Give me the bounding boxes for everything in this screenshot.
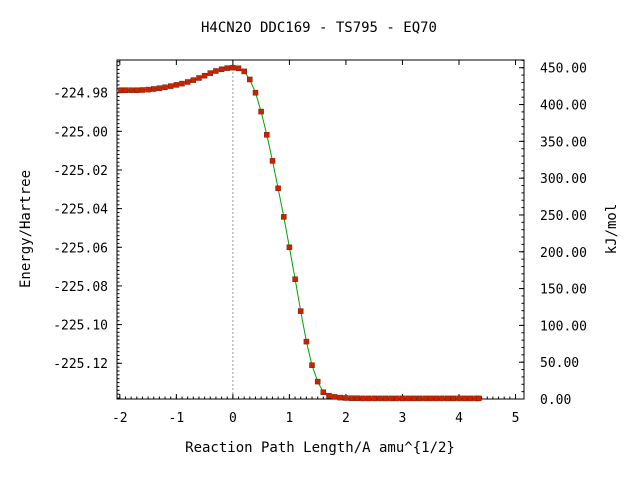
y2-tick-label: 200.00 xyxy=(540,246,587,261)
y2-tick-label: 250.00 xyxy=(540,209,587,224)
data-point xyxy=(196,75,202,81)
data-point xyxy=(411,395,417,402)
data-point xyxy=(230,64,236,71)
data-point xyxy=(467,395,474,402)
data-point xyxy=(326,392,332,399)
data-point xyxy=(348,395,355,401)
y2-axis-label: kJ/mol xyxy=(604,204,620,255)
y2-tick-label: 100.00 xyxy=(540,319,587,334)
data-point xyxy=(433,395,440,402)
data-point xyxy=(439,395,445,402)
data-point xyxy=(297,308,304,314)
y2-tick-label: 50.00 xyxy=(540,356,579,371)
data-point xyxy=(150,86,157,92)
data-point xyxy=(281,214,287,220)
y-tick-label: -225.12 xyxy=(53,357,108,372)
x-tick-label: 1 xyxy=(285,411,293,426)
data-point xyxy=(213,68,219,74)
data-point xyxy=(309,362,315,368)
data-point xyxy=(320,389,327,395)
data-point xyxy=(128,87,134,93)
data-point xyxy=(247,76,253,83)
data-point xyxy=(422,395,428,402)
y2-tick-label: 450.00 xyxy=(540,62,587,77)
data-point xyxy=(303,338,310,345)
data-point xyxy=(394,395,400,402)
data-point xyxy=(184,79,191,85)
data-point xyxy=(275,185,281,192)
data-point xyxy=(252,89,259,96)
data-point xyxy=(360,395,366,402)
data-point xyxy=(456,395,462,402)
data-point xyxy=(343,395,349,401)
data-point xyxy=(190,77,197,83)
energy-series-line xyxy=(121,67,479,399)
data-point xyxy=(173,82,180,88)
data-point xyxy=(264,132,270,138)
y-tick-label: -225.04 xyxy=(53,203,108,218)
x-tick-label: 5 xyxy=(512,411,520,426)
data-point xyxy=(286,244,293,251)
data-point xyxy=(235,65,242,72)
x-axis-label: Reaction Path Length/A amu^{1/2} xyxy=(185,440,455,456)
y-tick-label: -224.98 xyxy=(53,87,108,102)
data-point xyxy=(365,395,372,402)
y-tick-label: -225.10 xyxy=(53,319,108,334)
data-point xyxy=(388,395,394,402)
x-tick-label: 0 xyxy=(229,411,237,426)
data-point xyxy=(241,68,247,75)
data-point xyxy=(331,394,338,400)
chart-title: H4CN2O DDC169 - TS795 - EQ70 xyxy=(201,20,437,36)
data-point xyxy=(399,395,406,402)
y2-tick-label: 0.00 xyxy=(540,393,571,408)
data-point xyxy=(167,83,174,89)
data-point xyxy=(201,72,208,79)
data-point xyxy=(371,395,377,402)
y-tick-label: -225.00 xyxy=(53,125,108,140)
data-point xyxy=(258,108,264,115)
data-point xyxy=(269,158,276,164)
data-point xyxy=(427,395,434,402)
data-point xyxy=(134,87,140,93)
data-point xyxy=(416,395,423,402)
x-tick-label: 3 xyxy=(399,411,407,426)
y-tick-label: -225.08 xyxy=(53,280,108,295)
y-tick-label: -225.06 xyxy=(53,241,108,256)
y-axis-label: Energy/Hartree xyxy=(18,170,34,288)
x-tick-label: 4 xyxy=(455,411,463,426)
axes: -2 -1 0 1 2 3 4 5 -224.98 -225.00 -225.02 -225.04 -2… xyxy=(53,59,587,426)
data-point xyxy=(162,84,168,91)
y2-tick-label: 150.00 xyxy=(540,283,587,298)
y2-tick-label: 400.00 xyxy=(540,99,587,114)
data-point xyxy=(122,87,129,93)
data-point xyxy=(156,85,163,91)
x-tick-label: -1 xyxy=(169,411,185,426)
y-tick-label: -225.02 xyxy=(53,164,108,179)
data-point xyxy=(354,395,360,401)
data-point xyxy=(139,87,146,93)
data-point xyxy=(218,66,225,73)
y2-tick-label: 300.00 xyxy=(540,172,587,187)
data-point xyxy=(314,378,321,385)
data-point xyxy=(207,70,214,76)
data-point xyxy=(224,65,230,71)
plot-frame xyxy=(116,59,525,400)
data-point xyxy=(476,395,482,402)
x-tick-label: 2 xyxy=(342,411,350,426)
y2-tick-label: 350.00 xyxy=(540,135,587,150)
data-point xyxy=(450,395,457,402)
data-point xyxy=(179,80,185,87)
x-tick-label: -2 xyxy=(112,411,128,426)
data-point xyxy=(292,276,298,282)
data-point xyxy=(405,395,411,402)
data-point xyxy=(382,395,389,402)
data-point xyxy=(145,86,151,93)
data-point xyxy=(377,395,383,402)
data-point xyxy=(337,394,344,401)
series-layer xyxy=(118,64,482,402)
data-point xyxy=(461,395,468,402)
data-point xyxy=(444,395,451,402)
